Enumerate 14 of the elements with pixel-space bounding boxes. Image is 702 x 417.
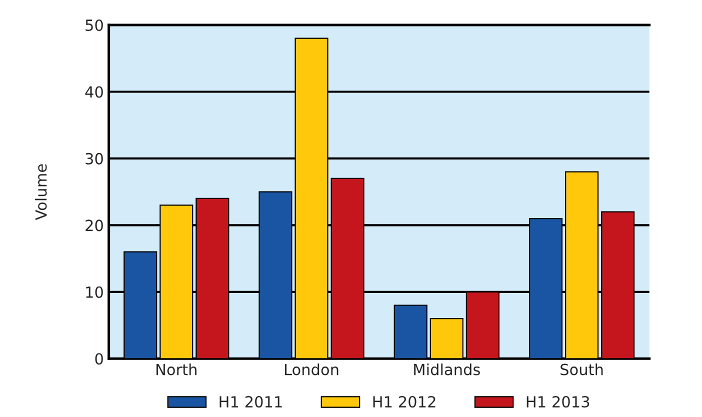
y-tick-label: 20 xyxy=(86,220,103,232)
y-axis-title: Volume xyxy=(35,164,47,220)
legend-label: H1 2013 xyxy=(526,396,590,408)
x-tick-label: London xyxy=(285,363,338,376)
y-tick-label: 10 xyxy=(86,286,103,298)
x-tick-label: South xyxy=(560,363,603,376)
x-tick-label: North xyxy=(156,363,196,376)
legend-label: H1 2012 xyxy=(373,396,436,408)
y-tick-label: 0 xyxy=(95,353,103,365)
y-tick-label: 40 xyxy=(85,86,103,98)
legend-label: H1 2011 xyxy=(220,396,282,408)
x-tick-label: Midlands xyxy=(414,363,480,376)
y-tick-label: 30 xyxy=(86,152,103,164)
y-tick-label: 50 xyxy=(86,19,103,32)
